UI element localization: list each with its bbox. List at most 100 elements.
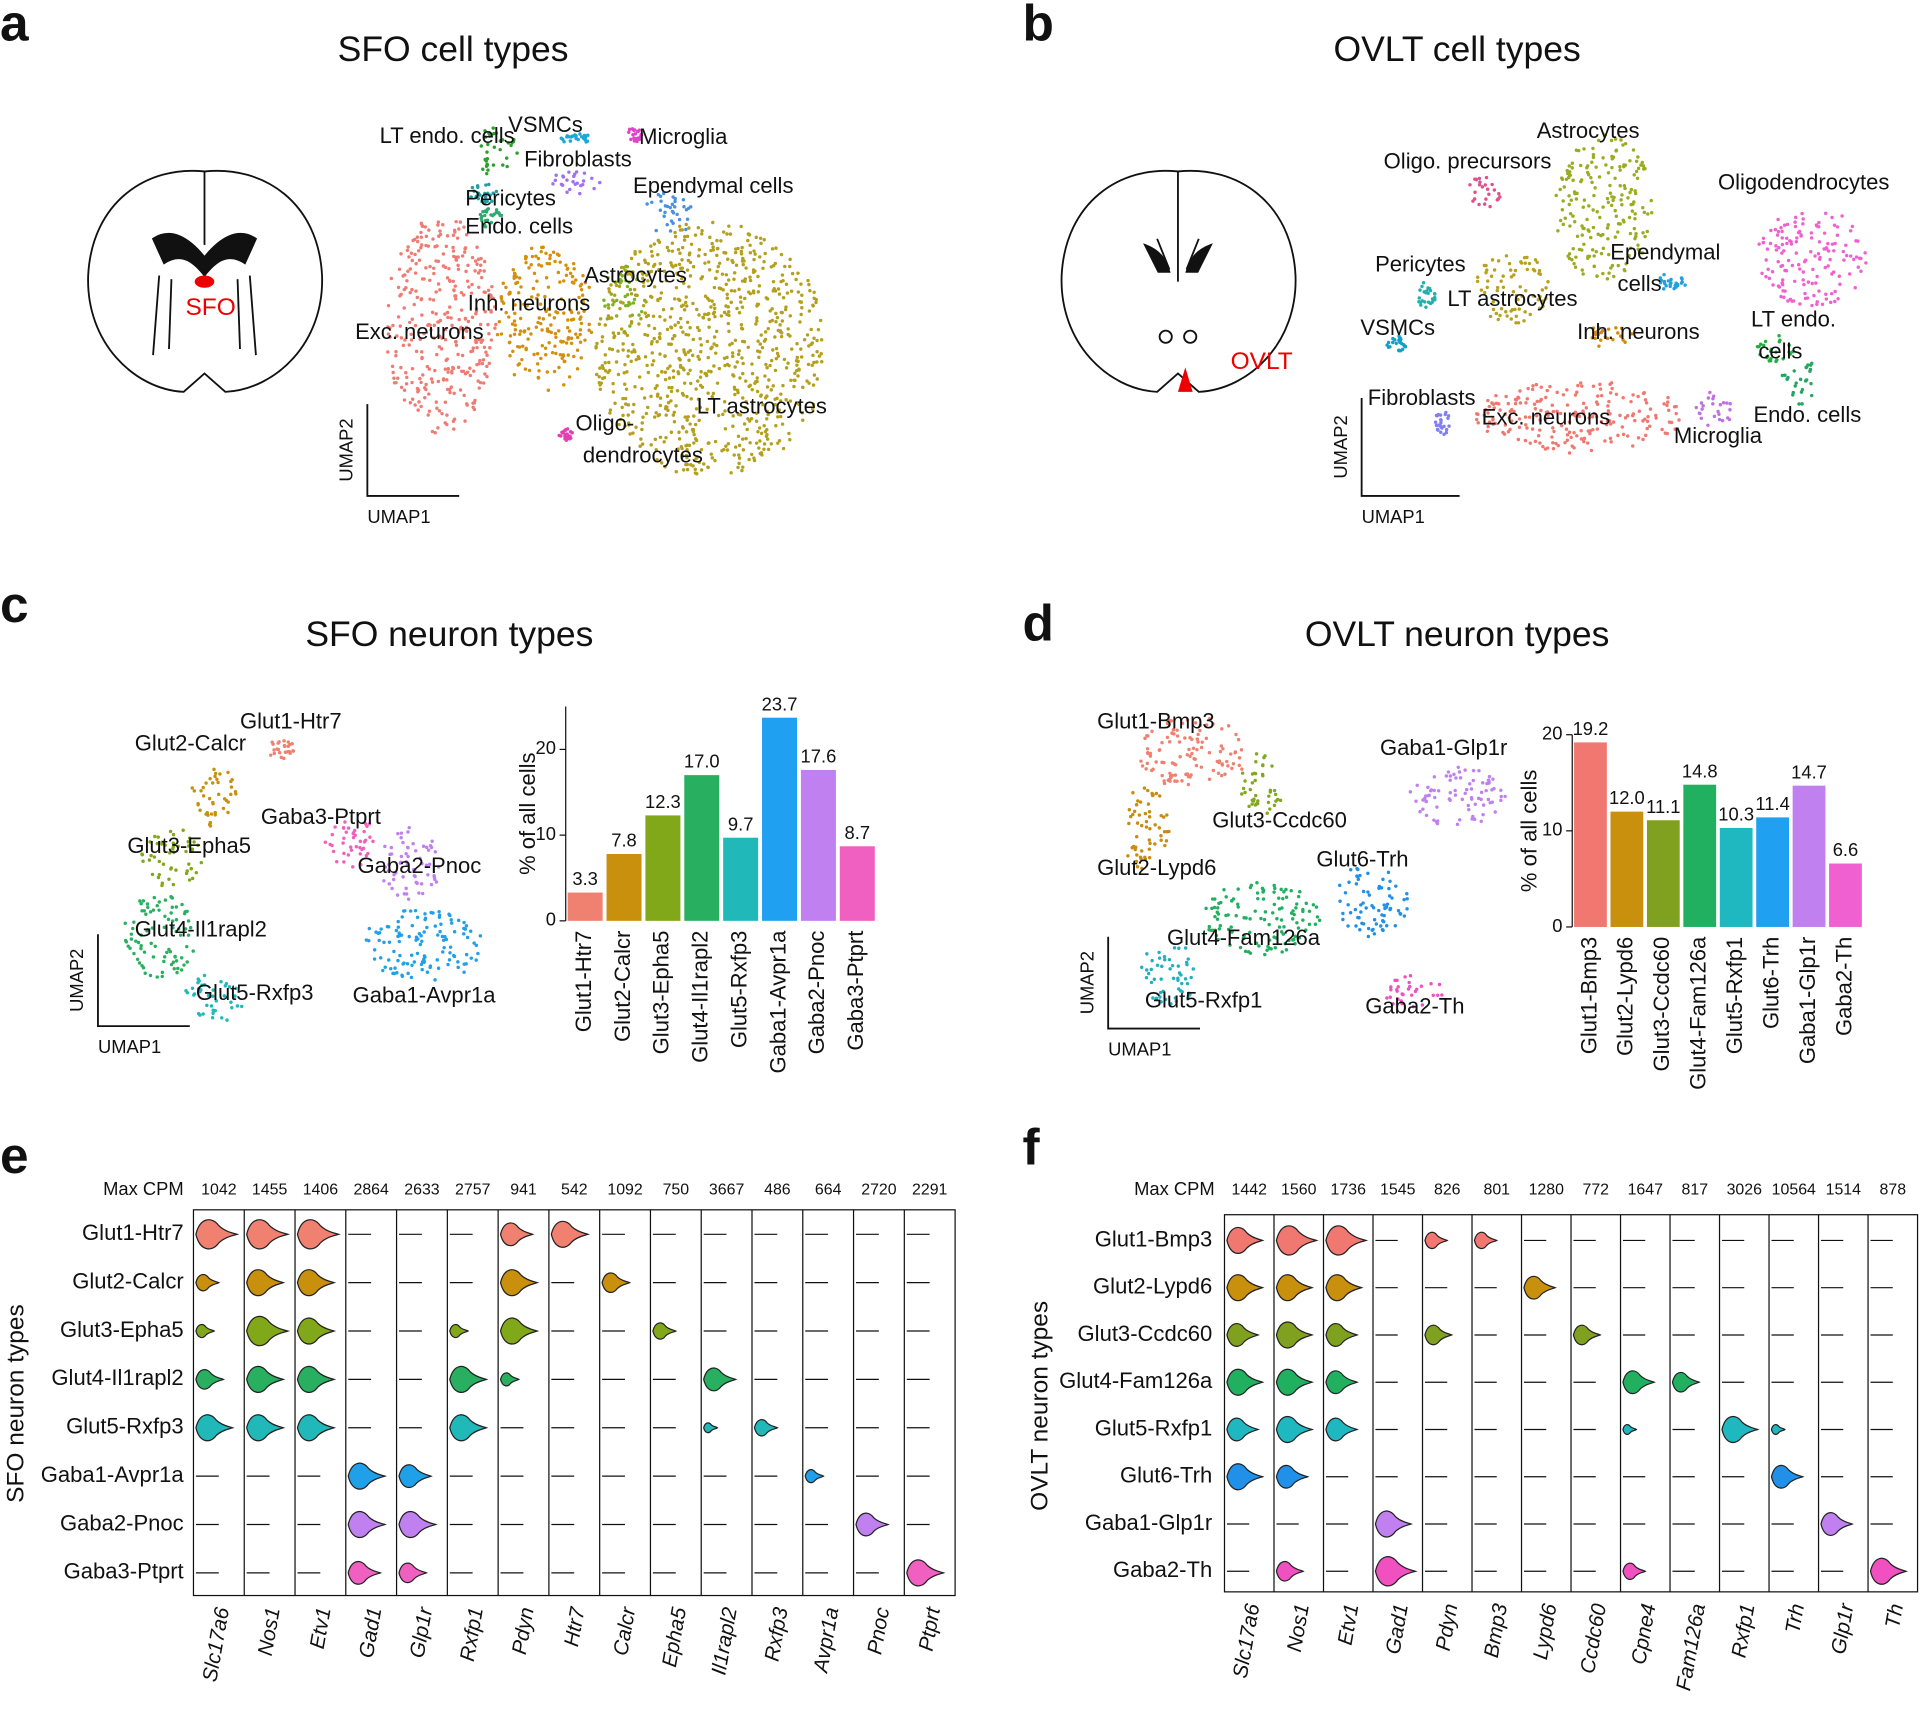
cell-point <box>539 249 543 254</box>
cell-point <box>1185 718 1190 722</box>
cell-point <box>1226 724 1231 728</box>
cell-point <box>599 381 604 385</box>
cell-point <box>229 785 234 789</box>
cell-point <box>643 332 647 337</box>
cell-point <box>180 902 184 907</box>
cell-point <box>777 439 782 443</box>
cell-point <box>714 329 719 334</box>
cell-point <box>765 385 770 389</box>
cell-point <box>600 339 604 343</box>
cell-point <box>1453 793 1458 797</box>
violin <box>499 1317 540 1345</box>
cell-point <box>1607 252 1611 257</box>
cell-point <box>1185 772 1190 776</box>
cell-point <box>536 293 540 297</box>
cell-point <box>443 421 447 425</box>
cell-point <box>663 377 668 382</box>
cell-point <box>769 442 774 446</box>
cell-point <box>715 253 719 258</box>
cell-point <box>713 306 717 311</box>
cell-point <box>1563 440 1567 445</box>
row-label: Glut1-Htr7 <box>82 1220 184 1245</box>
cell-point <box>1317 918 1322 923</box>
cell-point <box>1530 387 1535 392</box>
violin <box>347 1462 387 1490</box>
violin <box>195 1219 240 1250</box>
cell-point <box>469 291 474 295</box>
cell-point <box>176 927 181 931</box>
cell-point <box>1391 1002 1395 1006</box>
cell-point <box>570 134 575 138</box>
cell-point <box>459 290 464 295</box>
cell-point <box>1452 772 1456 777</box>
cell-point <box>482 259 487 264</box>
cell-point <box>1645 229 1650 234</box>
cluster-label: Gaba3-Ptprt <box>261 804 381 829</box>
cell-point <box>1307 922 1312 927</box>
cell-point <box>565 266 570 271</box>
bar <box>1756 817 1789 927</box>
cell-point <box>1374 922 1379 926</box>
cell-point <box>1135 821 1140 825</box>
cell-point <box>641 415 645 419</box>
cell-point <box>436 282 441 286</box>
cluster-label: Pericytes <box>465 185 556 210</box>
cell-point <box>216 780 220 785</box>
cell-point <box>769 358 774 363</box>
cell-point <box>602 298 606 302</box>
cell-point <box>506 141 510 145</box>
cell-point <box>1487 781 1491 785</box>
cell-point <box>535 362 540 366</box>
cell-point <box>455 236 460 240</box>
cell-point <box>694 407 699 411</box>
axis-label: UMAP2 <box>336 418 357 481</box>
cell-point <box>439 922 443 926</box>
cell-point <box>1793 279 1797 283</box>
cell-point <box>1454 776 1458 780</box>
cell-point <box>1582 439 1586 444</box>
cell-point <box>794 359 799 363</box>
cell-point <box>818 318 823 323</box>
cell-point <box>1486 411 1490 415</box>
cluster-label: Oligo- <box>576 411 635 436</box>
cell-point <box>1760 271 1764 276</box>
cell-point <box>409 338 414 342</box>
cell-point <box>1289 889 1293 893</box>
cell-point <box>504 285 508 290</box>
cell-point <box>1598 387 1603 391</box>
cell-point <box>1301 909 1305 914</box>
cell-point <box>156 835 160 839</box>
cell-point <box>625 284 630 289</box>
cell-point <box>629 359 633 364</box>
cell-point <box>1644 433 1648 438</box>
cell-point <box>731 424 735 428</box>
cell-point <box>735 388 740 393</box>
cell-point <box>667 385 671 390</box>
cell-point <box>611 298 615 302</box>
cell-point <box>598 366 602 370</box>
violin <box>1374 1556 1418 1587</box>
cell-point <box>1220 727 1224 731</box>
cell-point <box>1396 908 1401 913</box>
cell-point <box>1538 418 1542 422</box>
cell-point <box>1594 415 1599 419</box>
cell-point <box>454 258 459 262</box>
cell-point <box>1716 409 1720 414</box>
cell-point <box>1636 247 1640 251</box>
cell-point <box>1212 905 1217 910</box>
cell-point <box>667 342 671 346</box>
cell-point <box>491 296 495 300</box>
cell-point <box>729 289 734 293</box>
cell-point <box>1763 339 1768 344</box>
cell-point <box>481 381 486 385</box>
cell-point <box>726 442 731 446</box>
cell-point <box>1541 304 1545 309</box>
cell-point <box>1486 279 1490 283</box>
cell-point <box>771 384 775 388</box>
cell-point <box>1660 427 1664 432</box>
cell-point <box>811 402 816 407</box>
max-cpm: 1280 <box>1529 1181 1565 1198</box>
cell-point <box>619 327 624 331</box>
cell-point <box>653 437 658 442</box>
value-label: 17.6 <box>801 746 837 767</box>
